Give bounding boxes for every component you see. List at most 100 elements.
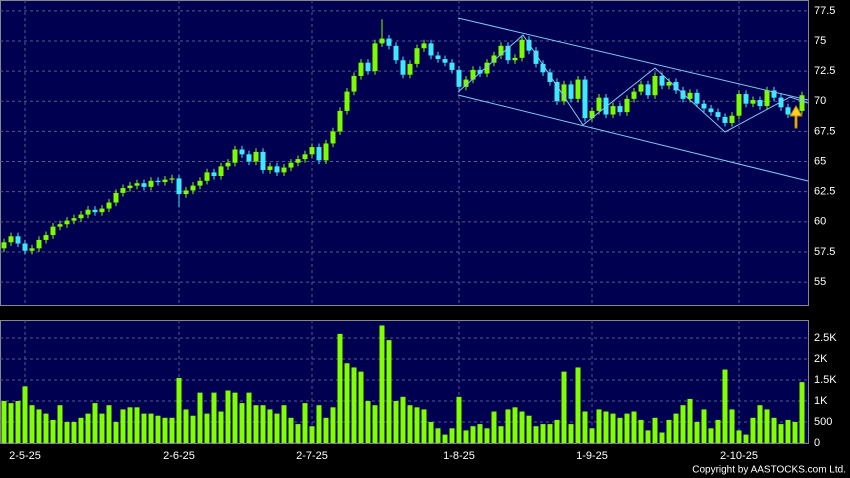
y-tick-label: 2K (814, 353, 828, 365)
candle-body (421, 43, 427, 49)
volume-bar (141, 413, 147, 443)
volume-bar (526, 415, 532, 443)
candle-body (498, 45, 504, 56)
volume-bar (288, 417, 294, 443)
volume-bar (428, 422, 434, 443)
candle-body (379, 38, 385, 44)
volume-bar (764, 409, 770, 443)
volume-bar (204, 413, 210, 443)
candle-body (22, 243, 28, 251)
candle-body (225, 162, 231, 167)
candle-body (603, 97, 609, 115)
volume-bar (799, 382, 805, 443)
volume-bar (197, 392, 203, 443)
volume-bar (400, 396, 406, 443)
y-tick-label: 1K (814, 395, 828, 407)
volume-bar (708, 428, 714, 443)
volume-bar (449, 428, 455, 443)
candle-body (666, 81, 672, 86)
candle-body (330, 131, 336, 144)
volume-bar (99, 413, 105, 443)
candle-body (736, 94, 742, 116)
volume-bar (673, 413, 679, 443)
candle-body (785, 107, 791, 115)
candle-body (246, 154, 252, 162)
candle-body (526, 39, 532, 51)
x-tick-label: 1-8-25 (443, 450, 475, 462)
candle-body (316, 147, 322, 161)
volume-bar (260, 405, 266, 443)
candle-body (491, 55, 497, 63)
volume-bar (113, 422, 119, 443)
candle-body (92, 209, 98, 213)
volume-bar (358, 371, 364, 443)
candle-body (484, 62, 490, 74)
y-tick-label: 70 (814, 95, 826, 107)
candle-body (78, 214, 84, 219)
candle-body (561, 84, 567, 102)
volume-bar (540, 424, 546, 443)
y-tick-label: 62.5 (814, 186, 835, 198)
candle-body (302, 154, 308, 160)
y-tick-label: 75 (814, 35, 826, 47)
volume-bar (8, 403, 14, 443)
volume-bar (365, 401, 371, 443)
candle-body (687, 92, 693, 99)
candle-body (64, 220, 70, 225)
volume-bar (603, 411, 609, 443)
candle-body (57, 224, 63, 227)
y-tick-label: 60 (814, 216, 826, 228)
volume-bar (505, 409, 511, 443)
candle-body (743, 94, 749, 104)
volume-bar (484, 428, 490, 443)
candle-body (694, 92, 700, 104)
channel-lower (457, 94, 809, 182)
candle-body (29, 248, 35, 251)
candle-body (449, 62, 455, 70)
candle-body (134, 183, 140, 186)
candle-body (43, 235, 49, 240)
volume-bar (617, 417, 623, 443)
candle-body (771, 90, 777, 98)
candle-body (127, 185, 133, 189)
volume-bar (379, 325, 385, 443)
candle-body (288, 162, 294, 168)
candle-body (722, 116, 728, 123)
volume-bar (589, 428, 595, 443)
volume-bar (701, 409, 707, 443)
candle-body (113, 192, 119, 203)
volume-bar (582, 411, 588, 443)
volume-bar (568, 424, 574, 443)
volume-bar (519, 411, 525, 443)
y-tick-label: 0 (814, 437, 820, 449)
candle-body (680, 90, 686, 99)
volume-bar (190, 415, 196, 443)
candle-body (323, 143, 329, 161)
volume-bar (407, 405, 413, 443)
candle-body (533, 50, 539, 64)
y-tick-label: 57.5 (814, 246, 835, 258)
volume-bar (491, 411, 497, 443)
candle-body (239, 149, 245, 155)
candle-body (260, 151, 266, 170)
volume-bar (771, 417, 777, 443)
volume-bar (610, 413, 616, 443)
volume-bar (344, 363, 350, 443)
candle-body (155, 180, 161, 183)
price-panel (0, 0, 809, 306)
volume-bar (687, 398, 693, 443)
volume-bar (750, 417, 756, 443)
candle-body (204, 172, 210, 181)
y-tick-label: 55 (814, 276, 826, 288)
volume-bar (50, 419, 56, 443)
x-tick-label: 2-7-25 (296, 450, 328, 462)
volume-bar (71, 422, 77, 443)
candle-body (400, 60, 406, 75)
candle-body (414, 48, 420, 64)
candle-body (99, 208, 105, 213)
zigzag (457, 34, 809, 133)
volume-bar (176, 377, 182, 443)
candle-body (470, 69, 476, 80)
x-tick-label: 2-6-25 (163, 450, 195, 462)
